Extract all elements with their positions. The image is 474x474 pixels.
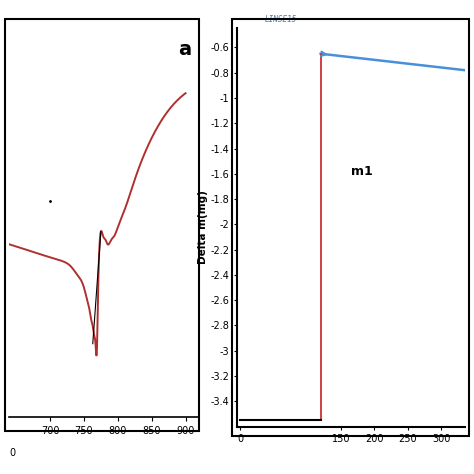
Text: 0: 0	[9, 448, 16, 458]
Y-axis label: Delta m(mg): Delta m(mg)	[198, 191, 208, 264]
Text: m1: m1	[351, 165, 373, 178]
Text: a: a	[178, 40, 191, 59]
Text: LINSE15: LINSE15	[264, 16, 297, 25]
